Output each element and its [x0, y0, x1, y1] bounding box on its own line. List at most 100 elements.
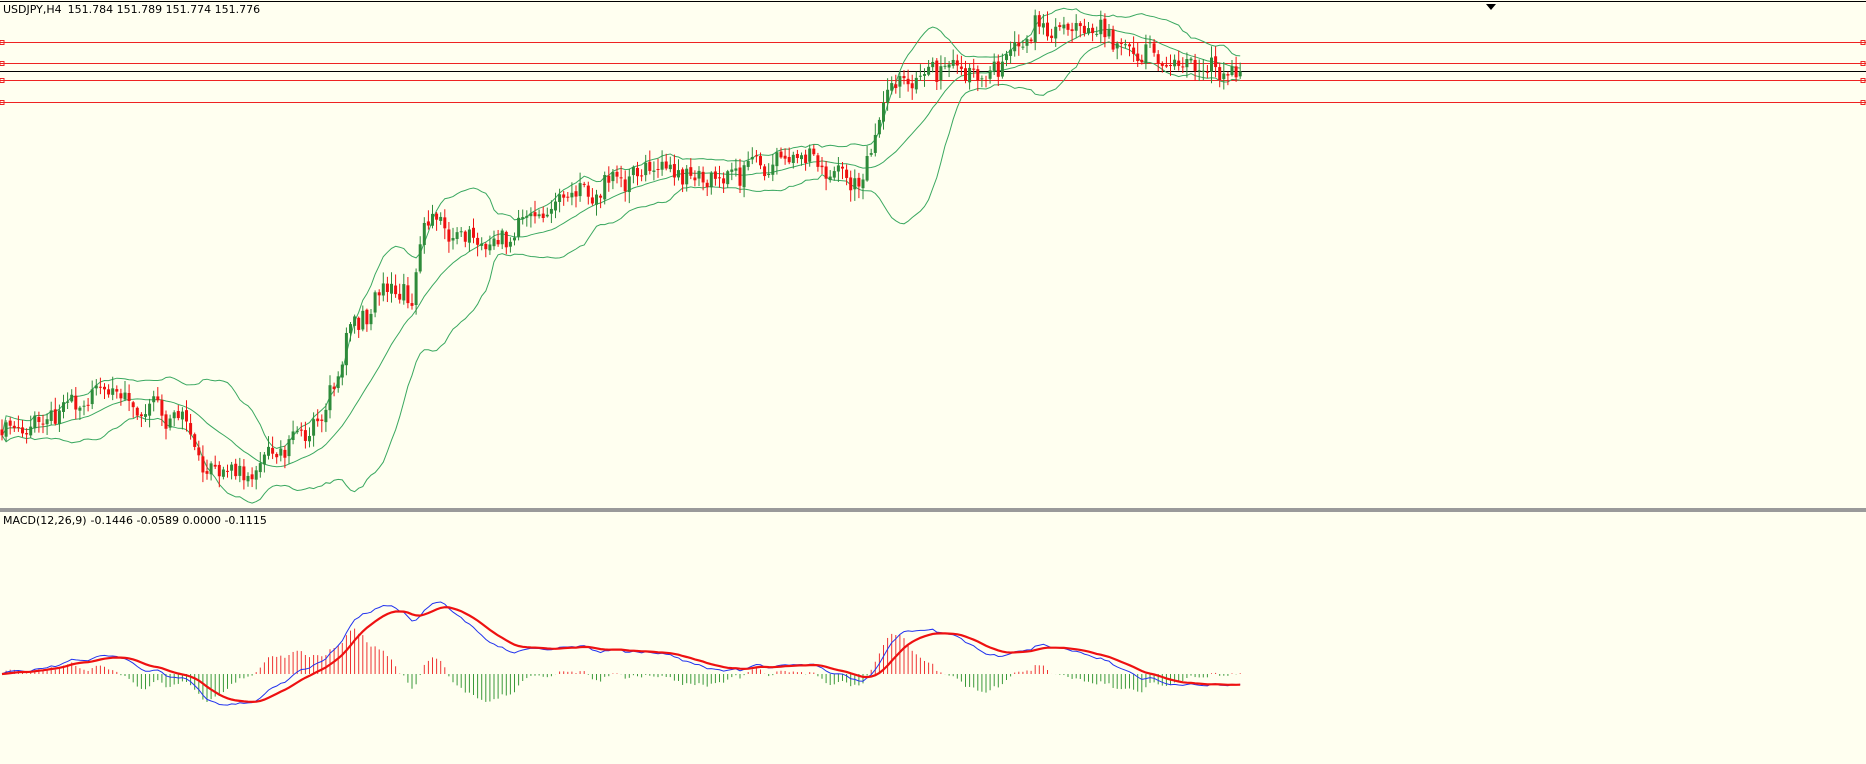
candle	[816, 152, 820, 172]
candle	[103, 383, 106, 399]
candle	[1025, 35, 1029, 54]
candle-body	[213, 464, 217, 467]
candle-body	[8, 420, 12, 426]
candle	[767, 163, 771, 178]
candle-body	[627, 176, 631, 193]
candle-body	[640, 175, 644, 177]
candle-body	[66, 401, 70, 403]
candle-body	[754, 155, 758, 157]
candle-body	[1160, 63, 1164, 66]
candle	[718, 165, 721, 188]
candle	[361, 305, 365, 332]
candle-body	[767, 174, 771, 176]
candle-body	[459, 231, 463, 233]
candle-body	[394, 285, 398, 295]
candle-body	[545, 214, 549, 217]
candle	[1123, 39, 1127, 49]
candle-body	[1234, 66, 1238, 78]
candle	[574, 185, 578, 208]
candle-body	[1214, 56, 1218, 68]
candle-body	[361, 310, 365, 330]
candle	[898, 71, 902, 98]
candle-body	[1062, 24, 1066, 29]
candle	[554, 192, 557, 219]
candle	[484, 242, 488, 258]
candle	[209, 461, 213, 481]
candle-body	[287, 439, 291, 457]
candle	[49, 401, 53, 425]
candle	[1029, 37, 1033, 44]
signal-line	[1, 606, 1241, 704]
level-handle-left-3	[0, 100, 5, 105]
candle-body	[86, 404, 90, 406]
candle	[828, 170, 832, 183]
candle-body	[1111, 29, 1115, 50]
candle	[525, 210, 529, 227]
candle	[144, 404, 147, 422]
level-handle-left-0	[0, 40, 5, 45]
candle	[1205, 65, 1209, 79]
candle-body	[480, 243, 484, 246]
candle	[918, 64, 922, 81]
candle	[488, 235, 492, 255]
candle-body	[230, 464, 234, 471]
candle	[217, 461, 221, 488]
candle-body	[533, 212, 537, 217]
candle-body	[1005, 54, 1008, 61]
candle	[812, 144, 816, 157]
candle	[357, 316, 361, 338]
candle-body	[841, 166, 844, 169]
candle	[599, 193, 603, 209]
candle	[299, 422, 303, 437]
candle-body	[554, 201, 557, 211]
level-handle-right-3	[1860, 100, 1866, 105]
candle-body	[242, 466, 246, 481]
candle-body	[664, 161, 668, 169]
candle	[1210, 46, 1213, 84]
candle-body	[250, 474, 254, 480]
candle	[791, 151, 795, 169]
candle-body	[340, 364, 344, 378]
candle-body	[693, 177, 697, 181]
candle-body	[521, 217, 525, 219]
candle-body	[853, 178, 857, 190]
candle-body	[955, 60, 959, 66]
candle	[476, 232, 480, 257]
candle-body	[431, 213, 434, 226]
candle	[480, 237, 484, 251]
candle-body	[1132, 47, 1136, 54]
candle-body	[180, 411, 184, 420]
candle-body	[1066, 23, 1070, 30]
candle-body	[422, 222, 426, 246]
candle	[521, 209, 525, 225]
candle-body	[127, 393, 131, 401]
candle	[1103, 13, 1107, 48]
candle-body	[791, 154, 795, 163]
candle-body	[804, 154, 808, 163]
candle	[70, 389, 74, 403]
candle-body	[636, 167, 639, 177]
candle	[62, 394, 65, 419]
panel-separator[interactable]	[0, 508, 1866, 512]
candle-body	[205, 471, 209, 474]
candle	[578, 172, 582, 202]
candle-body	[62, 402, 65, 412]
candle-body	[148, 403, 152, 416]
candle-body	[886, 89, 890, 103]
candle	[414, 268, 418, 315]
candle	[1177, 50, 1181, 71]
candle	[652, 161, 656, 181]
candle	[365, 308, 369, 332]
candle	[82, 400, 86, 416]
candle	[693, 170, 697, 187]
candle	[1033, 9, 1037, 51]
candle	[935, 58, 939, 90]
candle-body	[246, 475, 250, 482]
candle-body	[1169, 65, 1172, 67]
candle-body	[414, 272, 418, 305]
candle-body	[697, 170, 701, 179]
candle-body	[709, 172, 713, 188]
candle	[238, 457, 242, 483]
candle	[623, 170, 627, 202]
